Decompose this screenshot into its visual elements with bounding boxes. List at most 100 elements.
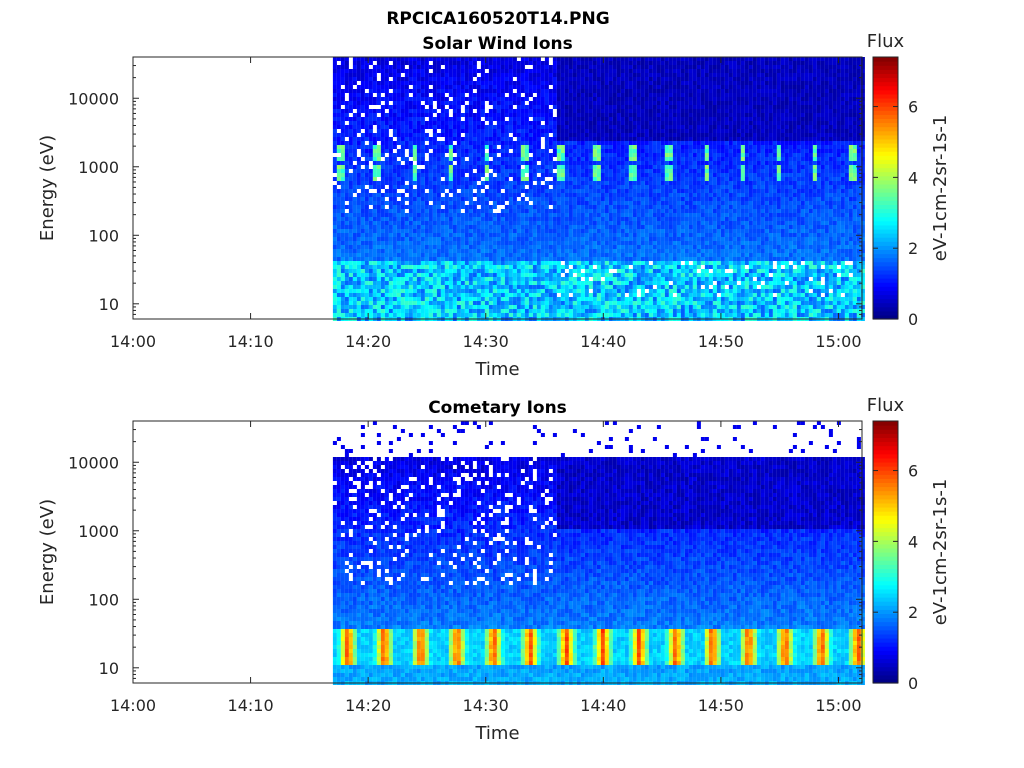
heatmap-cell [568,281,573,285]
heatmap-cell [540,133,545,137]
heatmap-cell [576,77,581,81]
heatmap-cell [648,69,653,73]
heatmap-cell [376,133,381,137]
heatmap-cell [412,241,417,245]
heatmap-cell [360,85,365,89]
heatmap-cell [528,257,533,261]
heatmap-cell [484,65,489,69]
heatmap-cell [372,201,377,205]
heatmap-cell [520,285,525,289]
heatmap-cell [536,301,541,305]
heatmap-cell [340,173,345,177]
heatmap-cell [360,261,365,265]
heatmap-cell [368,261,373,265]
heatmap-cell [644,313,649,317]
heatmap-cell [508,269,513,273]
heatmap-cell [376,285,381,289]
heatmap-cell [596,161,601,165]
heatmap-cell [556,285,561,289]
heatmap-cell [556,189,561,193]
heatmap-cell [440,305,445,309]
heatmap-cell [336,57,341,61]
heatmap-cell [376,189,381,193]
heatmap-cell [644,273,649,277]
heatmap-cell [564,125,569,129]
heatmap-cell [640,137,645,141]
heatmap-cell [480,301,485,305]
heatmap-cell [536,221,541,225]
heatmap-cell [396,161,401,165]
heatmap-cell [404,249,409,253]
heatmap-cell [604,217,609,221]
heatmap-cell [548,113,553,117]
heatmap-cell [484,161,489,165]
heatmap-cell [612,241,617,245]
heatmap-cell [604,261,609,265]
heatmap-cell [460,289,465,293]
heatmap-cell [596,305,601,309]
heatmap-cell [584,257,589,261]
heatmap-cell [356,265,361,269]
heatmap-cell [588,225,593,229]
heatmap-cell [644,181,649,185]
heatmap-cell [372,289,377,293]
heatmap-cell [384,257,389,261]
heatmap-cell [352,173,357,177]
heatmap-cell [344,109,349,113]
heatmap-cell [496,85,501,89]
heatmap-cell [468,129,473,133]
heatmap-cell [352,281,357,285]
heatmap-cell [584,85,589,89]
heatmap-cell [488,181,493,185]
heatmap-cell [488,213,493,217]
heatmap-cell [568,149,573,153]
heatmap-cell [484,245,489,249]
heatmap-cell [492,133,497,137]
heatmap-cell [352,153,357,157]
heatmap-cell [420,105,425,109]
heatmap-cell [640,189,645,193]
heatmap-cell [376,305,381,309]
heatmap-cell [588,73,593,77]
heatmap-cell [472,301,477,305]
heatmap-cell [352,137,357,141]
heatmap-cell [368,301,373,305]
heatmap-cell [432,221,437,225]
heatmap-cell [408,309,413,313]
heatmap-cell [596,81,601,85]
heatmap-cell [488,65,493,69]
heatmap-cell [544,81,549,85]
heatmap-cell [580,281,585,285]
heatmap-cell [488,269,493,273]
heatmap-cell [436,133,441,137]
heatmap-cell [508,89,513,93]
heatmap-cell [620,305,625,309]
heatmap-cell [396,85,401,89]
heatmap-cell [544,153,549,157]
heatmap-cell [408,217,413,221]
heatmap-cell [460,261,465,265]
heatmap-cell [340,117,345,121]
heatmap-cell [432,245,437,249]
heatmap-cell [472,65,477,69]
heatmap-cell [352,145,357,149]
heatmap-cell [460,81,465,85]
heatmap-cell [376,65,381,69]
heatmap-cell [416,237,421,241]
heatmap-cell [388,229,393,233]
heatmap-cell [636,253,641,257]
heatmap-cell [508,249,513,253]
heatmap-cell [428,117,433,121]
heatmap-cell [564,61,569,65]
heatmap-cell [636,57,641,61]
heatmap-cell [336,189,341,193]
heatmap-cell [556,69,561,73]
heatmap-cell [516,61,521,65]
heatmap-cell [532,301,537,305]
heatmap-cell [468,193,473,197]
heatmap-cell [400,57,405,61]
heatmap-cell [612,201,617,205]
heatmap-cell [596,205,601,209]
heatmap-cell [484,213,489,217]
heatmap-cell [456,313,461,317]
